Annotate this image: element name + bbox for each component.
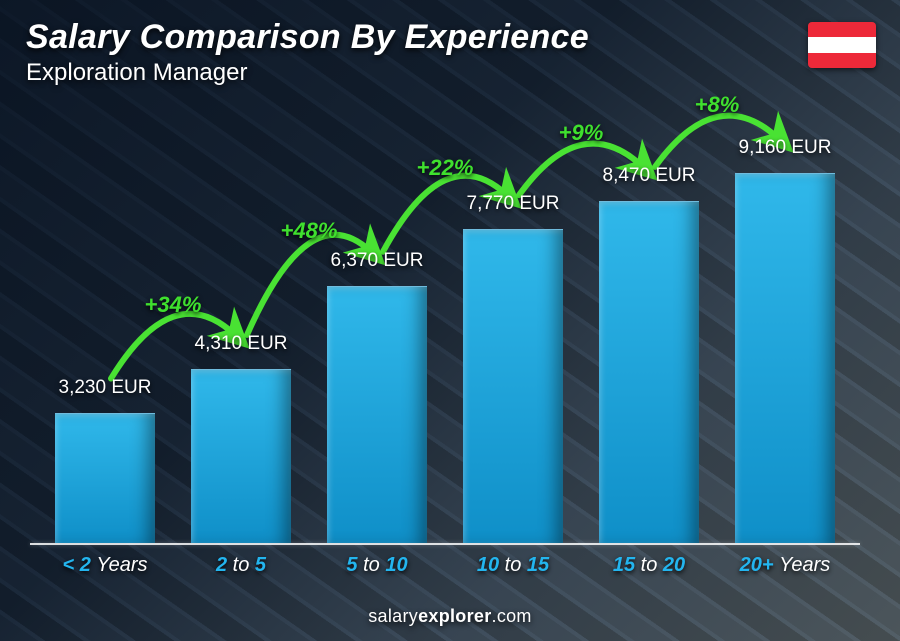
salary-bar (463, 229, 563, 543)
growth-percent-label: +9% (559, 120, 604, 146)
experience-category-label: < 2 Years (35, 554, 175, 577)
salary-bar (191, 369, 291, 543)
experience-category-label: 2 to 5 (171, 554, 311, 577)
salary-value-label: 9,160 EUR (715, 137, 855, 159)
salary-bar (599, 201, 699, 543)
bar-column: 8,470 EUR15 to 20 (589, 100, 709, 583)
salary-value-label: 8,470 EUR (579, 165, 719, 187)
chart-title: Salary Comparison By Experience (26, 18, 589, 57)
footer-suffix: .com (492, 606, 532, 626)
salary-bar (55, 413, 155, 543)
bar-column: 9,160 EUR20+ Years (725, 100, 845, 583)
flag-stripe-mid (808, 37, 876, 52)
growth-percent-label: +48% (281, 218, 338, 244)
footer-prefix: salary (368, 606, 418, 626)
flag-stripe-top (808, 22, 876, 37)
chart-plot-area: 3,230 EUR< 2 Years4,310 EUR2 to 56,370 E… (40, 100, 850, 583)
salary-value-label: 3,230 EUR (35, 377, 175, 399)
growth-percent-label: +34% (145, 292, 202, 318)
salary-value-label: 4,310 EUR (171, 333, 311, 355)
salary-bar (735, 173, 835, 543)
salary-value-label: 6,370 EUR (307, 250, 447, 272)
experience-category-label: 5 to 10 (307, 554, 447, 577)
austria-flag-icon (808, 22, 876, 68)
footer-attribution: salaryexplorer.com (0, 606, 900, 627)
experience-category-label: 10 to 15 (443, 554, 583, 577)
bar-column: 4,310 EUR2 to 5 (181, 100, 301, 583)
chart-subtitle: Exploration Manager (26, 59, 589, 87)
flag-stripe-bot (808, 53, 876, 68)
salary-bar (327, 286, 427, 543)
growth-percent-label: +8% (695, 92, 740, 118)
footer-bold: explorer (418, 606, 491, 626)
title-block: Salary Comparison By Experience Explorat… (26, 18, 589, 87)
salary-value-label: 7,770 EUR (443, 193, 583, 215)
bar-column: 3,230 EUR< 2 Years (45, 100, 165, 583)
growth-percent-label: +22% (417, 155, 474, 181)
experience-category-label: 15 to 20 (579, 554, 719, 577)
experience-category-label: 20+ Years (715, 554, 855, 577)
infographic-canvas: Salary Comparison By Experience Explorat… (0, 0, 900, 641)
